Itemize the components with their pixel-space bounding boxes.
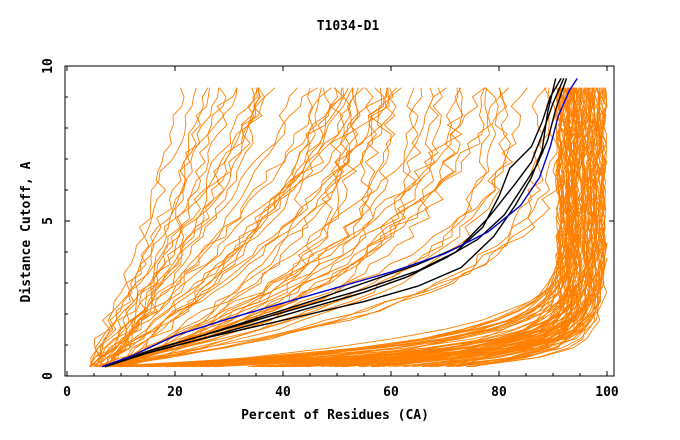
chart-title: T1034-D1 [317, 19, 380, 34]
x-tick-label-60: 60 [383, 385, 399, 400]
model-curve-119 [121, 87, 510, 368]
model-curve-112 [125, 87, 358, 368]
model-curve-68 [340, 87, 564, 368]
model-curve-36 [363, 87, 595, 368]
model-curve-88 [118, 87, 594, 368]
model-curve-100 [108, 87, 443, 368]
model-curve-140 [114, 87, 238, 367]
model-curve-145 [90, 87, 238, 368]
model-curve-109 [115, 87, 486, 368]
series-blue-1 [101, 78, 578, 368]
model-curve-141 [110, 87, 383, 368]
model-curve-147 [112, 87, 185, 367]
x-tick-label-20: 20 [167, 385, 183, 400]
x-tick-label-100: 100 [595, 385, 619, 400]
model-curve-117 [110, 87, 447, 368]
model-curve-121 [99, 87, 394, 368]
model-curve-107 [115, 87, 491, 368]
x-axis-label: Percent of Residues (CA) [241, 408, 429, 423]
model-curve-135 [90, 87, 260, 367]
model-curve-96 [112, 87, 385, 368]
model-curve-97 [116, 87, 509, 368]
model-curve-128 [99, 87, 332, 367]
model-curve-142 [93, 87, 388, 368]
model-curve-64 [422, 87, 577, 368]
model-curve-124 [90, 87, 220, 367]
x-tick-label-40: 40 [275, 385, 291, 400]
model-curve-77 [120, 87, 607, 368]
model-curve-146 [106, 87, 227, 367]
model-curve-134 [113, 87, 256, 367]
model-curve-139 [108, 87, 263, 367]
model-curve-69 [165, 87, 582, 368]
model-curve-111 [103, 87, 440, 368]
model-curve-89 [100, 87, 564, 368]
model-curve-104 [107, 87, 558, 368]
x-tick-label-80: 80 [491, 385, 507, 400]
model-curve-106 [123, 87, 316, 368]
y-tick-label-5: 5 [41, 217, 56, 225]
model-curve-85 [375, 87, 593, 368]
x-tick-label-0: 0 [63, 385, 71, 400]
model-curve-90 [96, 87, 570, 368]
model-curve-83 [360, 87, 563, 368]
model-curve-118 [97, 87, 332, 368]
model-curve-151 [444, 258, 608, 366]
series-black-4 [104, 78, 568, 368]
model-curve-86 [148, 87, 587, 368]
model-curve-73 [131, 87, 563, 368]
model-curve-66 [342, 87, 603, 368]
model-curve-108 [124, 87, 464, 368]
y-tick-label-10: 10 [41, 58, 56, 74]
model-curve-72 [431, 87, 591, 368]
model-curve-34 [290, 87, 564, 368]
model-curve-126 [103, 87, 349, 367]
model-curve-130 [90, 87, 197, 368]
model-curve-75 [371, 87, 606, 368]
model-curve-76 [205, 87, 586, 368]
model-curve-129 [100, 87, 353, 368]
model-curve-149 [90, 87, 397, 368]
model-curve-120 [119, 87, 359, 368]
y-tick-label-0: 0 [41, 372, 56, 380]
model-curve-125 [89, 87, 298, 367]
series-layer [89, 78, 608, 368]
model-curve-94 [113, 87, 352, 368]
model-curve-137 [90, 87, 342, 368]
model-curve-144 [96, 87, 276, 367]
model-curve-133 [89, 87, 211, 368]
y-axis-label: Distance Cutoff, A [19, 161, 34, 302]
model-curve-114 [100, 87, 511, 368]
model-curve-138 [89, 87, 402, 367]
model-curve-79 [466, 87, 589, 368]
model-curve-101 [113, 87, 551, 368]
model-curve-82 [274, 87, 571, 368]
model-curve-131 [90, 87, 209, 368]
model-curve-116 [114, 87, 485, 368]
axes-layer: 0 20 40 60 80 100 0 5 10 [41, 58, 619, 400]
model-curve-150 [412, 242, 608, 368]
model-curve-127 [94, 87, 318, 367]
